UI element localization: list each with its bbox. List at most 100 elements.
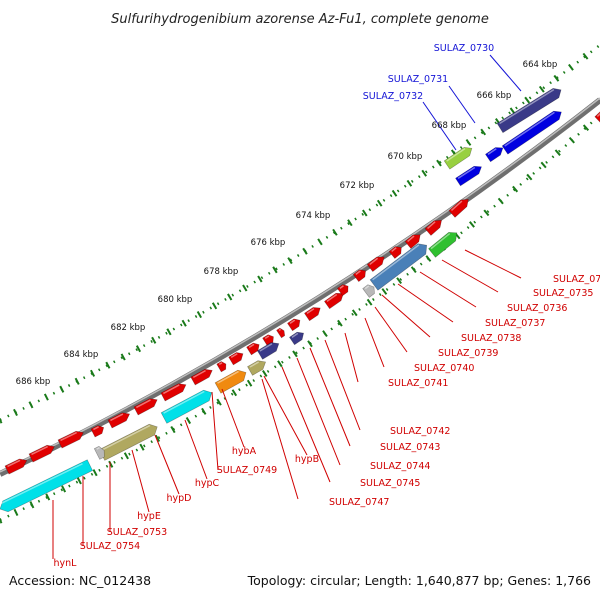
gene-label[interactable]: hypB [295,454,319,465]
forward-gene-arrow[interactable] [501,108,564,155]
label-leader-lines [52,54,522,559]
gene-label[interactable]: SULAZ_0730 [434,43,494,54]
scale-tick [74,377,80,385]
reverse-strand-genes [0,229,461,515]
gene-label[interactable]: SULAZ_0754 [80,541,140,552]
forward-gene-arrow[interactable] [366,253,387,272]
reverse-gene-arrow[interactable] [160,387,214,424]
gene-label[interactable]: SULAZ_0740 [414,363,474,374]
scale-tick [480,128,487,136]
forward-gene-arrow[interactable] [90,424,106,438]
gene-label[interactable]: SULAZ_0734 [553,274,600,285]
forward-gene-arrow[interactable] [4,456,29,475]
gene-label[interactable]: hypD [167,493,192,504]
scale-tick [568,63,574,71]
gene-label[interactable]: SULAZ_0736 [507,303,567,314]
forward-gene-arrow[interactable] [352,267,368,283]
reverse-gene-arrow[interactable] [369,240,431,291]
gene-label[interactable]: SULAZ_0745 [360,478,420,489]
scale-tick [120,353,126,361]
gene-label[interactable]: SULAZ_0742 [390,426,450,437]
topology-summary-text: Topology: circular; Length: 1,640,877 bp… [247,573,591,588]
forward-gene-arrow[interactable] [324,290,346,310]
scale-tick [337,319,343,327]
reverse-gene-arrow[interactable] [289,329,306,346]
forward-gene-arrow[interactable] [455,163,484,187]
leader-line [344,332,359,383]
forward-gene-arrow[interactable] [216,360,228,373]
gene-label[interactable]: SULAZ_0735 [533,288,593,299]
leader-line [374,306,408,353]
forward-gene-arrow[interactable] [107,410,132,429]
gene-label[interactable]: SULAZ_0749 [217,465,277,476]
forward-gene-arrow[interactable] [485,144,505,163]
forward-gene-arrow[interactable] [404,231,423,249]
forward-gene-arrow[interactable] [388,244,404,259]
scale-tick [123,452,129,460]
forward-gene-arrow[interactable] [424,217,444,236]
kbp-label: 674 kbp [296,211,331,221]
scale-tick [351,309,358,317]
reverse-gene-arrow[interactable] [257,339,281,360]
gene-label[interactable]: SULAZ_0743 [380,442,440,453]
scale-tick [196,311,202,319]
kbp-label: 680 kbp [158,295,193,305]
scale-tick [302,247,308,255]
gene-label[interactable]: SULAZ_0739 [438,348,498,359]
scale-tick [0,417,3,424]
forward-gene-arrow[interactable] [594,108,600,124]
reverse-gene-arrow[interactable] [362,283,378,298]
scale-tick [396,277,402,285]
reverse-gene-arrow[interactable] [98,422,160,461]
scale-tick [538,85,545,93]
reverse-gene-arrow[interactable] [214,367,249,394]
gene-label[interactable]: hybA [232,446,257,457]
forward-gene-arrow[interactable] [287,317,302,332]
forward-gene-arrow[interactable] [57,429,85,449]
scale-tick [185,417,192,425]
gene-label[interactable]: hypE [137,511,161,522]
gene-label[interactable]: hypC [195,478,220,489]
gene-label[interactable]: SULAZ_0747 [329,497,389,508]
forward-gene-arrow[interactable] [246,341,262,356]
reverse-gene-arrow[interactable] [0,459,93,515]
forward-gene-arrow[interactable] [496,85,564,134]
gene-label[interactable]: hynL [54,558,78,569]
scale-tick [582,124,590,131]
scale-tick [28,401,34,409]
gene-label[interactable]: SULAZ_0744 [370,461,430,472]
gene-label[interactable]: SULAZ_0732 [363,91,423,102]
forward-gene-arrow[interactable] [304,304,322,322]
scale-tick [135,345,142,353]
gene-label[interactable]: SULAZ_0741 [388,378,448,389]
scale-tick [211,302,218,310]
forward-gene-arrow[interactable] [28,443,56,463]
scale-tick [262,370,268,378]
forward-gene-arrow[interactable] [276,327,287,339]
forward-gene-arrow[interactable] [133,396,159,416]
gene-label[interactable]: SULAZ_0753 [107,527,167,538]
reverse-gene-arrow[interactable] [247,358,269,376]
forward-gene-arrow[interactable] [448,196,471,218]
leader-line [364,317,385,368]
scale-tick [246,379,253,387]
scale-tick [553,74,560,82]
kbp-label: 686 kbp [16,377,51,387]
reverse-gene-arrow[interactable] [93,445,107,460]
gene-label[interactable]: SULAZ_0731 [388,74,448,85]
kbp-label: 676 kbp [251,238,286,248]
gene-label[interactable]: SULAZ_0737 [485,318,545,329]
forward-gene-arrow[interactable] [336,282,350,297]
scale-tick [406,179,413,187]
scale-tick [287,257,293,265]
forward-gene-arrow[interactable] [160,381,188,402]
forward-gene-arrow[interactable] [228,350,246,366]
forward-gene-arrow[interactable] [443,144,474,170]
kbp-label: 684 kbp [64,350,99,360]
gene-label[interactable]: SULAZ_0738 [461,333,521,344]
reverse-gene-arrow[interactable] [428,229,461,258]
scale-tick [272,266,278,274]
forward-gene-arrow[interactable] [190,366,215,386]
leader-line [419,271,477,308]
scale-tick [524,96,531,104]
